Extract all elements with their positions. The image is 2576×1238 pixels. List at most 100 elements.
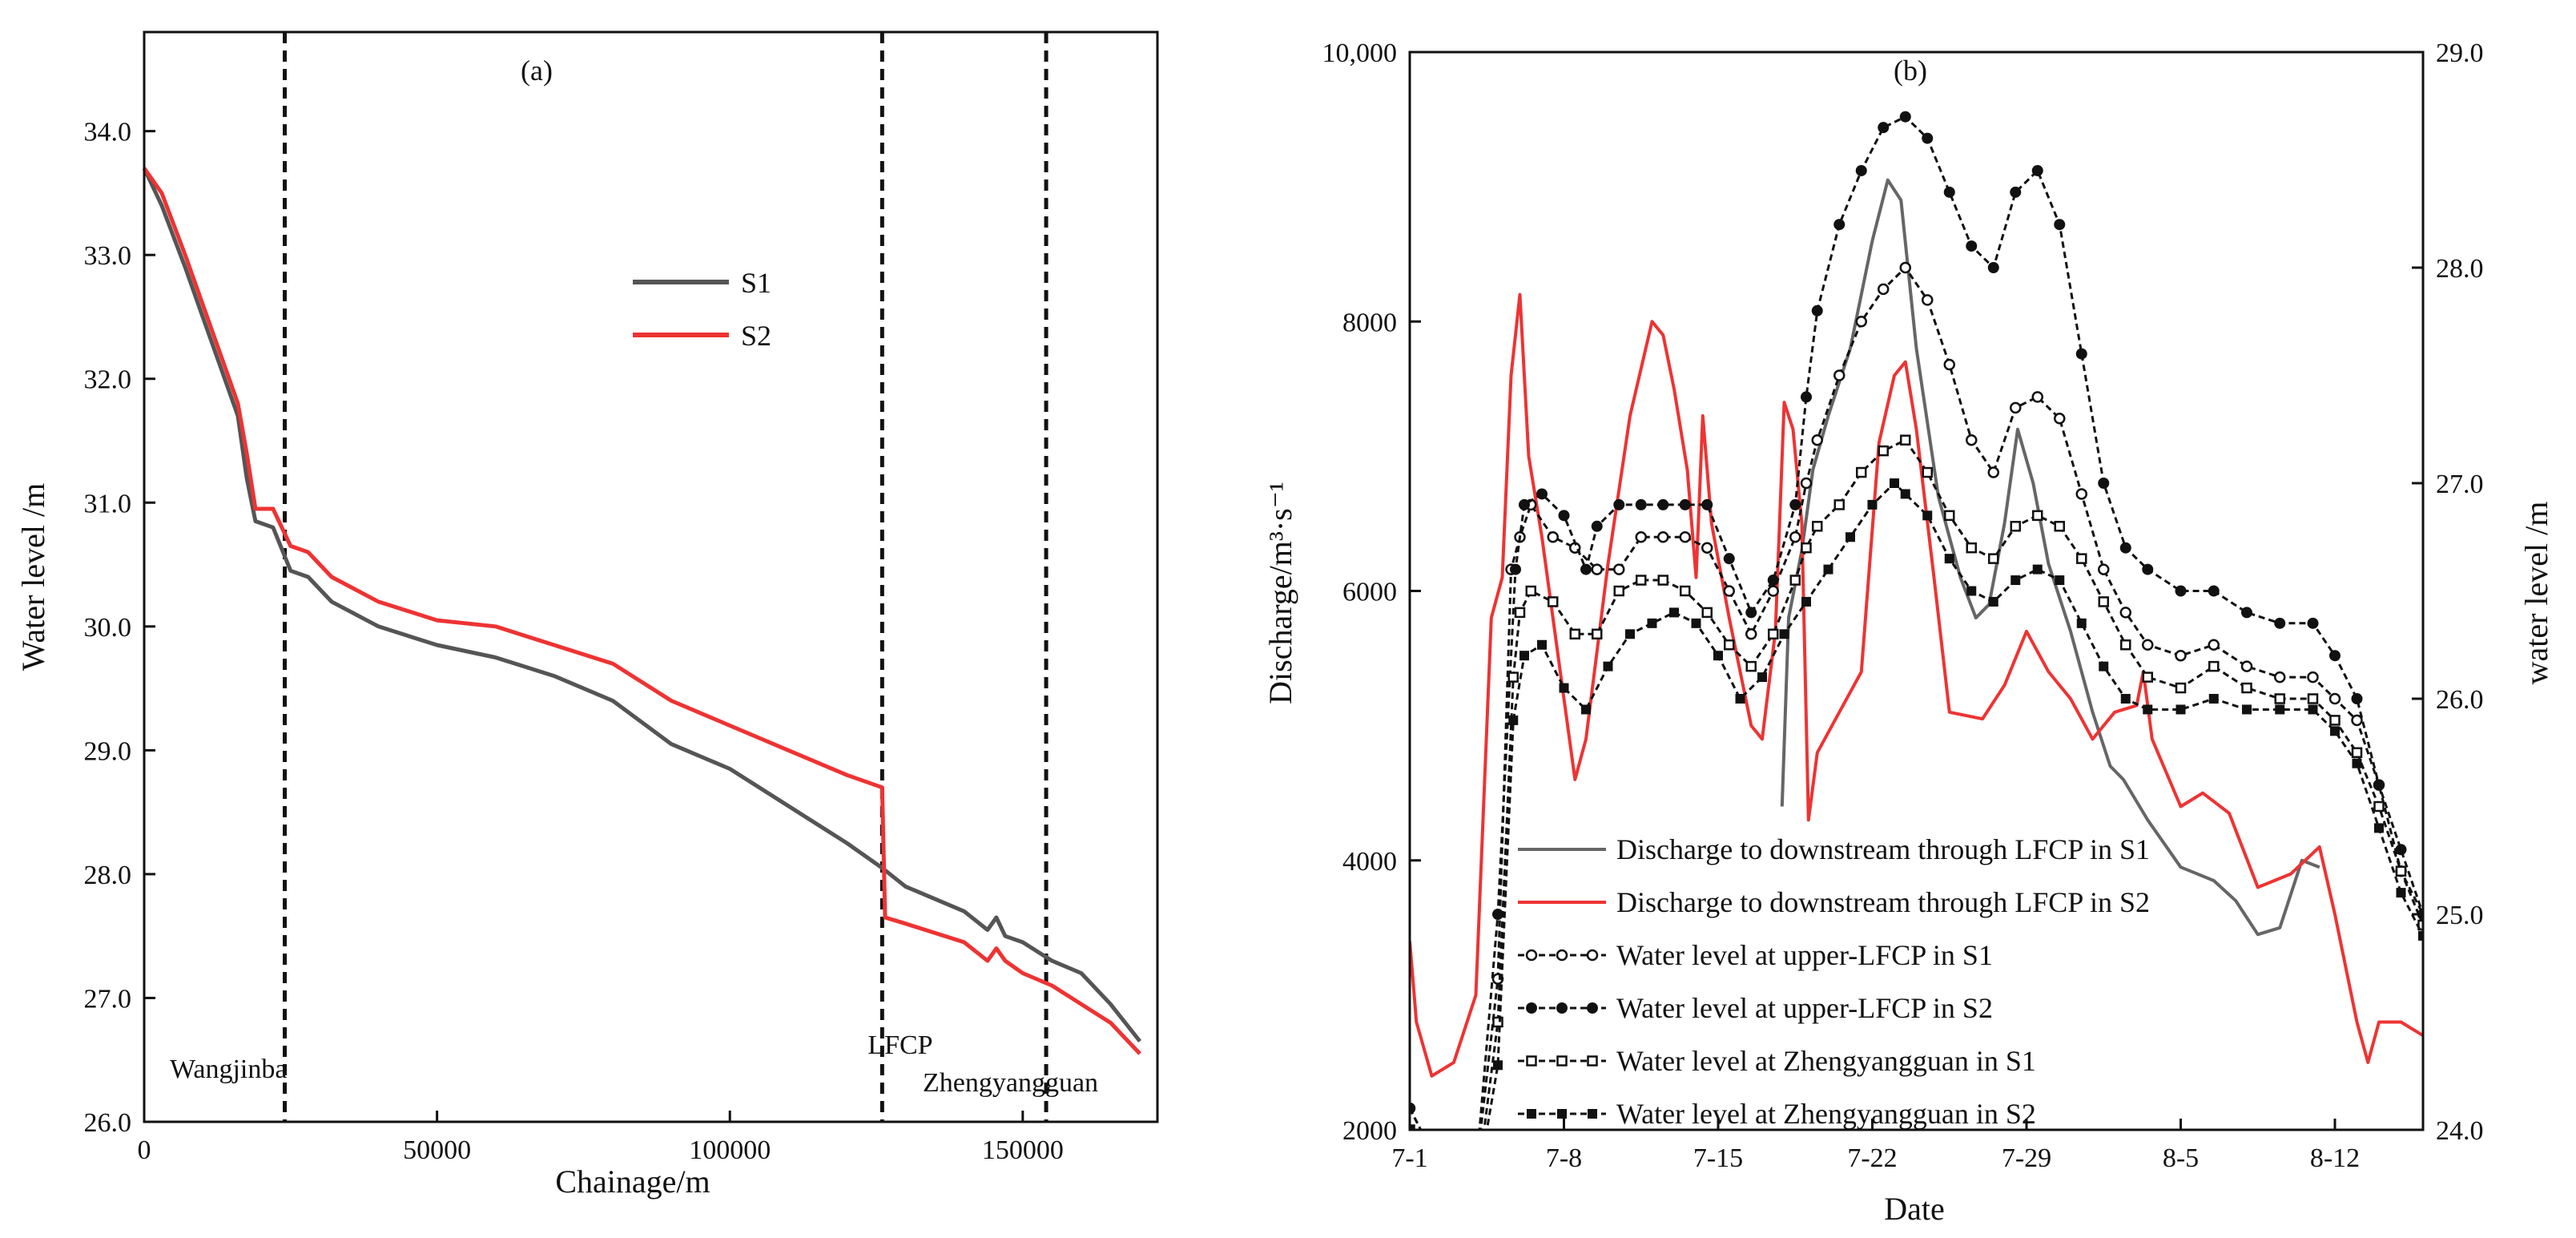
panel-b-data-point bbox=[2143, 704, 2153, 715]
panel-b-data-point bbox=[1635, 531, 1647, 543]
panel-b-data-point bbox=[1966, 542, 1977, 554]
panel-b-data-point bbox=[2119, 607, 2131, 619]
panel-b-data-point bbox=[1811, 304, 1823, 317]
panel-b-data-point bbox=[2055, 575, 2065, 586]
panel-b-data-point bbox=[1855, 164, 1867, 176]
panel-b-data-point bbox=[1680, 585, 1691, 597]
panel-b-data-point bbox=[2176, 704, 2186, 715]
panel-b-data-point bbox=[1943, 358, 1955, 371]
panel-b-data-point bbox=[2208, 639, 2220, 651]
panel-b-series-line-4 bbox=[1410, 438, 2423, 1130]
panel-b-data-point bbox=[1559, 683, 1569, 693]
panel-a-y-tick-label: 27.0 bbox=[84, 984, 132, 1014]
panel-b-data-point bbox=[2274, 671, 2286, 684]
panel-b-x-tick-label: 7-22 bbox=[1847, 1143, 1897, 1173]
panel-b-data-point bbox=[1922, 466, 1933, 478]
panel-b-data-point bbox=[1508, 715, 1519, 725]
panel-b-data-point bbox=[1878, 283, 1890, 296]
panel-a-series-s2 bbox=[142, 167, 1141, 1055]
panel-b-data-point bbox=[2242, 704, 2252, 715]
panel-b-data-point bbox=[1735, 694, 1745, 704]
panel-b-data-point bbox=[1713, 651, 1723, 661]
panel-b-data-point bbox=[2175, 682, 2187, 694]
panel-a-y-tick-label: 31.0 bbox=[84, 489, 132, 518]
panel-b-legend-marker bbox=[1526, 1002, 1537, 1014]
panel-b-x-tick-label: 8-5 bbox=[2163, 1143, 2199, 1173]
panel-b-data-point bbox=[2120, 639, 2131, 651]
panel-b-legend-marker bbox=[1557, 1109, 1567, 1119]
panel-b-data-point bbox=[2076, 618, 2087, 628]
panel-b-data-point bbox=[1943, 186, 1955, 198]
panel-b-data-point bbox=[1701, 542, 1713, 554]
panel-b-data-point bbox=[1789, 575, 1801, 586]
panel-b-label: (b) bbox=[1894, 54, 1927, 87]
panel-b-legend-label: Water level at Zhengyangguan in S1 bbox=[1616, 1045, 2036, 1077]
panel-a-y-tick-label: 30.0 bbox=[84, 613, 132, 643]
panel-b-data-point bbox=[1525, 585, 1536, 597]
panel-b-data-point bbox=[1812, 521, 1823, 532]
panel-b-data-point bbox=[1789, 531, 1801, 543]
panel-b-legend-marker bbox=[1587, 1055, 1598, 1067]
panel-b-data-point bbox=[1724, 639, 1735, 651]
panel-b-data-point bbox=[1900, 489, 1910, 499]
panel-b-data-point bbox=[1592, 628, 1603, 640]
panel-b-data-point bbox=[1613, 585, 1624, 597]
panel-b-data-point bbox=[2076, 553, 2087, 564]
panel-b-data-point bbox=[2142, 671, 2153, 683]
panel-b-data-point bbox=[1890, 478, 1899, 488]
panel-b-data-point bbox=[1701, 498, 1713, 510]
panel-b-data-point bbox=[2054, 413, 2066, 425]
panel-b-data-point bbox=[1548, 596, 1559, 607]
panel-b-data-point bbox=[1603, 661, 1613, 671]
panel-b-data-point bbox=[1987, 466, 1999, 478]
panel-b-legend-marker bbox=[1556, 1002, 1568, 1014]
panel-b-data-point bbox=[2351, 693, 2363, 704]
panel-b-data-point bbox=[1691, 618, 1701, 628]
panel-b-data-point bbox=[1635, 498, 1647, 510]
panel-b-data-point bbox=[2010, 575, 2021, 586]
panel-b-legend-marker bbox=[1525, 949, 1538, 962]
panel-b-data-point bbox=[2351, 747, 2363, 758]
panel-b-data-point bbox=[2395, 865, 2407, 877]
panel-a-chart: 0 50000 100000 150000 26.0 27.0 28.0 29.0 30.0 3… bbox=[15, 30, 1159, 1200]
panel-b-data-point bbox=[2328, 692, 2341, 705]
panel-b-data-point bbox=[2330, 726, 2340, 736]
panel-a-region-label: Wangjinba bbox=[170, 1055, 287, 1084]
panel-b-data-point bbox=[2418, 930, 2423, 941]
panel-b-data-point bbox=[2208, 585, 2220, 597]
panel-a-plot-frame bbox=[143, 30, 1159, 1123]
panel-b-data-point bbox=[1988, 553, 1999, 564]
panel-b-data-point bbox=[1701, 607, 1713, 619]
panel-b-data-point bbox=[1647, 618, 1657, 628]
panel-b-data-point bbox=[2275, 704, 2285, 715]
panel-b-data-point bbox=[1899, 261, 1911, 274]
panel-b-data-point bbox=[2307, 693, 2319, 704]
panel-b-data-point bbox=[2098, 478, 2110, 489]
panel-b-data-point bbox=[2395, 844, 2407, 856]
panel-b-data-point bbox=[1833, 369, 1845, 381]
panel-b-data-point bbox=[1922, 510, 1933, 521]
panel-b-data-point bbox=[1833, 499, 1845, 510]
panel-a-y-tick-label: 33.0 bbox=[84, 241, 132, 271]
panel-b-data-point bbox=[1723, 553, 1735, 565]
panel-b-data-point bbox=[1922, 132, 1934, 144]
panel-b-data-point bbox=[1988, 596, 1998, 607]
panel-b-data-point bbox=[1537, 639, 1547, 650]
panel-b-legend-label: Water level at Zhengyangguan in S2 bbox=[1616, 1098, 2036, 1130]
panel-b-data-point bbox=[1768, 628, 1779, 640]
panel-b-right-tick-label: 25.0 bbox=[2436, 901, 2484, 930]
panel-b-x-tick-label: 8-12 bbox=[2310, 1143, 2360, 1173]
panel-b-data-point bbox=[1878, 122, 1890, 134]
panel-b-data-point bbox=[1944, 554, 1954, 564]
panel-b-right-tick-label: 27.0 bbox=[2436, 470, 2484, 499]
panel-b-data-point bbox=[2175, 649, 2187, 662]
panel-b-data-point bbox=[1801, 542, 1812, 554]
panel-b-x-tick-label: 7-8 bbox=[1546, 1143, 1582, 1173]
panel-b-data-point bbox=[1669, 607, 1679, 618]
panel-a-legend: S1 S2 bbox=[633, 267, 771, 352]
panel-b-data-point bbox=[2352, 758, 2362, 768]
panel-b-left-tick-label: 6000 bbox=[1342, 578, 1397, 607]
panel-a-x-tick-label: 150000 bbox=[982, 1135, 1064, 1165]
panel-a-x-tick-label: 50000 bbox=[403, 1135, 471, 1165]
panel-b-data-point bbox=[1801, 391, 1812, 403]
